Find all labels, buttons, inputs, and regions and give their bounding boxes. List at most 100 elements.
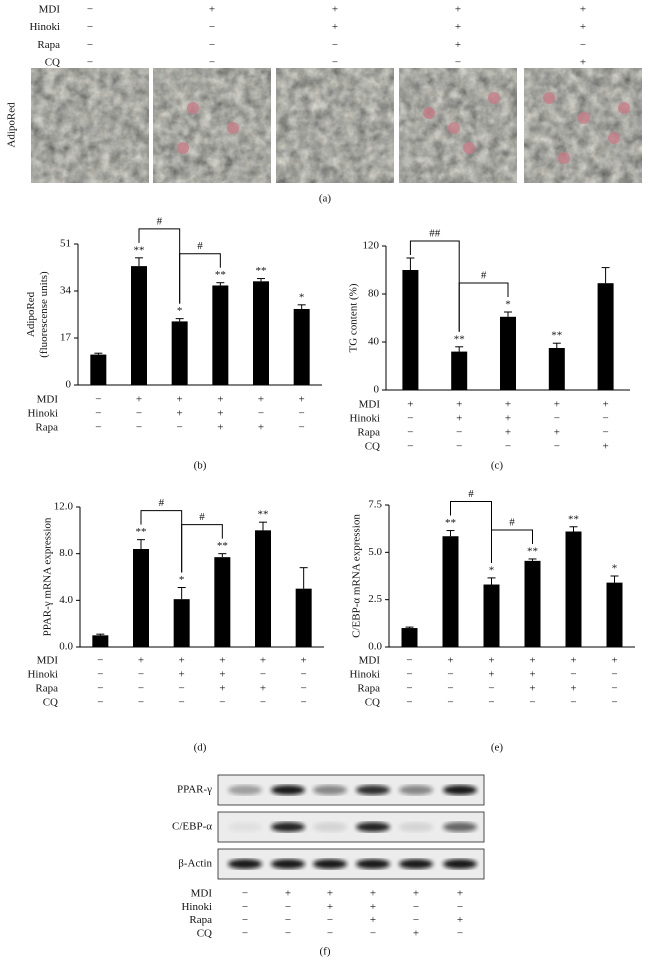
blot-band — [228, 822, 262, 832]
bar — [401, 628, 418, 647]
condition-sign: + — [299, 394, 305, 406]
condition-label: CQ — [43, 697, 58, 709]
condition-sign: − — [580, 39, 586, 51]
y-tick-label: 120 — [363, 240, 380, 252]
bar — [255, 530, 271, 647]
condition-sign: − — [87, 57, 93, 69]
condition-sign: − — [138, 669, 144, 681]
condition-sign: − — [602, 427, 608, 439]
bracket-label: ## — [429, 228, 441, 240]
panel-caption: (d) — [194, 742, 207, 754]
condition-sign: − — [554, 413, 560, 425]
condition-sign: − — [242, 901, 248, 913]
condition-sign: − — [406, 683, 412, 695]
condition-sign: + — [407, 399, 413, 411]
significance-mark: ** — [445, 517, 456, 529]
y-tick-label: 51 — [60, 238, 71, 250]
bar — [214, 557, 231, 647]
micrograph-texture — [276, 68, 394, 183]
condition-sign: − — [447, 697, 453, 709]
lipid-droplet — [463, 142, 475, 154]
y-tick-label: 12.0 — [54, 501, 74, 513]
lipid-droplet — [543, 92, 555, 104]
condition-sign: + — [580, 4, 586, 16]
bar — [606, 582, 623, 647]
condition-sign: − — [285, 927, 291, 939]
condition-sign: + — [327, 888, 333, 900]
condition-label: Rapa — [37, 39, 60, 51]
panel-caption: (f) — [320, 946, 331, 958]
condition-sign: + — [136, 394, 142, 406]
condition-label: MDI — [359, 655, 381, 667]
bracket-label: # — [157, 215, 163, 227]
panel-caption: (c) — [491, 460, 504, 472]
condition-sign: − — [177, 422, 183, 434]
condition-sign: − — [447, 683, 453, 695]
condition-sign: − — [299, 408, 305, 420]
blot-band — [399, 859, 433, 869]
blot-band — [399, 822, 433, 832]
y-axis-label: AdipoRed — [25, 291, 37, 337]
condition-sign: − — [95, 394, 101, 406]
condition-sign: − — [570, 669, 576, 681]
condition-sign: − — [179, 697, 185, 709]
condition-sign: − — [260, 697, 266, 709]
condition-sign: − — [209, 21, 215, 33]
significance-mark: ** — [215, 269, 226, 281]
condition-sign: + — [602, 399, 608, 411]
condition-sign: − — [242, 927, 248, 939]
bar — [597, 283, 614, 390]
blot-band — [271, 859, 305, 869]
bracket — [181, 524, 223, 573]
y-tick-label: 8.0 — [59, 547, 73, 559]
micrograph-texture — [31, 68, 149, 183]
bar — [171, 321, 188, 385]
condition-sign: + — [505, 413, 511, 425]
condition-sign: + — [217, 408, 223, 420]
blot-band — [228, 785, 262, 795]
condition-sign: − — [136, 408, 142, 420]
bar — [131, 266, 147, 385]
blot-membrane — [217, 848, 485, 880]
condition-label: Hinoki — [349, 669, 380, 681]
panel-caption: (a) — [319, 193, 332, 205]
bracket-label: # — [199, 511, 205, 523]
condition-sign: + — [177, 394, 183, 406]
bar — [548, 348, 565, 390]
y-tick-label: 17 — [60, 332, 72, 344]
condition-sign: − — [242, 888, 248, 900]
condition-sign: − — [602, 413, 608, 425]
lipid-droplet — [448, 122, 460, 134]
bracket-label: # — [197, 240, 203, 252]
condition-sign: − — [97, 697, 103, 709]
condition-sign: − — [242, 914, 248, 926]
condition-sign: − — [407, 427, 413, 439]
condition-sign: + — [177, 408, 183, 420]
blot-band — [443, 822, 477, 832]
significance-mark: ** — [256, 265, 267, 277]
condition-sign: + — [260, 655, 266, 667]
y-tick-label: 0 — [66, 379, 72, 391]
condition-sign: + — [370, 901, 376, 913]
condition-label: Hinoki — [27, 408, 58, 420]
y-tick-label: 7.5 — [368, 499, 382, 511]
condition-sign: − — [611, 697, 617, 709]
condition-sign: − — [327, 927, 333, 939]
significance-mark: * — [505, 299, 511, 311]
condition-sign: + — [611, 655, 617, 667]
condition-sign: + — [332, 21, 338, 33]
condition-sign: − — [456, 441, 462, 453]
micrograph-texture — [524, 68, 642, 183]
significance-mark: * — [612, 563, 618, 575]
lipid-droplet — [558, 152, 570, 164]
blot-band — [313, 785, 347, 795]
condition-sign: + — [554, 399, 560, 411]
bar — [565, 531, 582, 647]
condition-sign: − — [97, 683, 103, 695]
condition-sign: − — [413, 914, 419, 926]
condition-sign: − — [301, 683, 307, 695]
blot-label: β-Actin — [178, 858, 212, 870]
condition-sign: + — [258, 394, 264, 406]
condition-sign: − — [554, 441, 560, 453]
condition-sign: + — [505, 427, 511, 439]
